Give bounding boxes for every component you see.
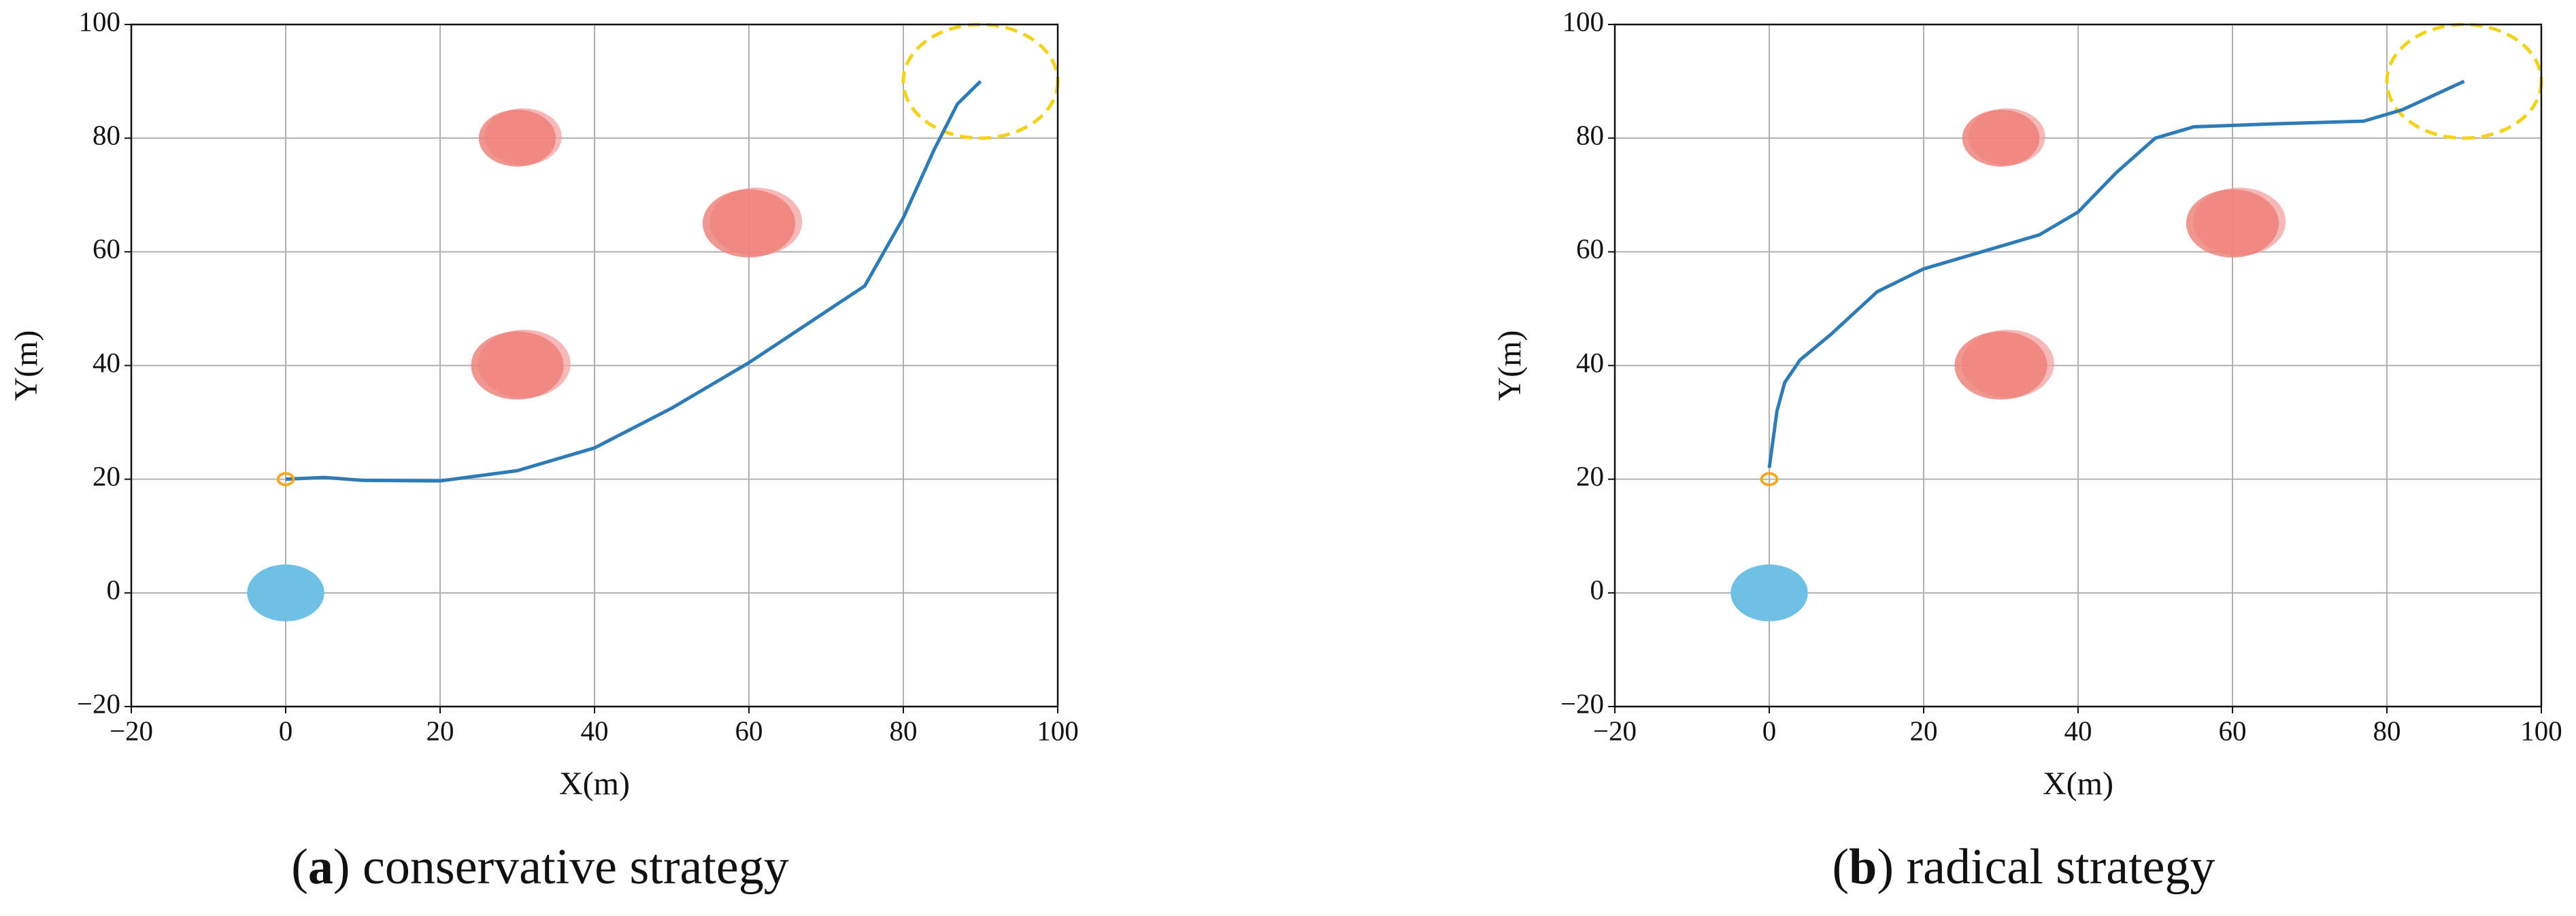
obstacle bbox=[2186, 189, 2279, 258]
y-tick-label: 0 bbox=[1590, 574, 1605, 605]
x-tick-label: −20 bbox=[1593, 715, 1637, 746]
x-tick-label: 20 bbox=[426, 715, 454, 746]
x-tick-label: 20 bbox=[1910, 715, 1938, 746]
caption: (a) conservative strategy bbox=[291, 839, 789, 895]
caption-part: a bbox=[308, 839, 333, 895]
y-tick-label: 40 bbox=[1576, 347, 1604, 378]
x-tick-label: 80 bbox=[2373, 715, 2401, 746]
chart: −20 0 20 40 60 80 100 −20 0 20 40 60 80 100 X(m) Y(m) (b… bbox=[1492, 5, 2562, 895]
chart: −20 0 20 40 60 80 100 −20 0 20 40 60 80 100 X(m) Y(m) (a… bbox=[8, 5, 1079, 895]
plot-frame bbox=[130, 23, 1059, 708]
y-tick-label: 80 bbox=[93, 120, 120, 151]
x-tick-label: 60 bbox=[2219, 715, 2247, 746]
x-tick-label: 0 bbox=[279, 715, 293, 746]
x-tick-label: 40 bbox=[581, 715, 609, 746]
base-zone bbox=[1730, 564, 1808, 622]
plot-frame bbox=[1613, 23, 2543, 708]
trajectory bbox=[285, 80, 982, 483]
y-tick-label: 40 bbox=[93, 347, 120, 378]
y-tick-label: 20 bbox=[93, 460, 120, 492]
x-axis-label: X(m) bbox=[2043, 766, 2113, 802]
y-tick-label: −20 bbox=[77, 688, 120, 719]
y-axis-label: Y(m) bbox=[8, 330, 44, 401]
caption-part: ) conservative strategy bbox=[333, 839, 789, 895]
caption-part: b bbox=[1849, 839, 1877, 895]
x-tick-label: 40 bbox=[2064, 715, 2092, 746]
y-tick-label: 0 bbox=[107, 574, 121, 605]
caption-part: ( bbox=[1833, 839, 1850, 895]
obstacle bbox=[1962, 109, 2040, 167]
y-tick-label: 60 bbox=[1576, 233, 1604, 265]
x-tick-label: −20 bbox=[110, 715, 153, 746]
y-axis-label: Y(m) bbox=[1492, 330, 1528, 401]
y-tick-label: 20 bbox=[1576, 460, 1604, 492]
y-tick-label: 100 bbox=[79, 5, 121, 37]
y-tick-label: 100 bbox=[1562, 5, 1605, 37]
x-tick-label: 60 bbox=[735, 715, 763, 746]
obstacle bbox=[702, 189, 796, 258]
obstacle bbox=[478, 109, 556, 167]
caption-part: ( bbox=[291, 839, 308, 895]
x-tick-label: 100 bbox=[1037, 715, 1079, 746]
start-point bbox=[1760, 472, 1779, 487]
y-tick-label: −20 bbox=[1560, 688, 1604, 719]
x-tick-label: 100 bbox=[2520, 715, 2562, 746]
y-tick-label: 80 bbox=[1576, 120, 1604, 151]
caption: (b) radical strategy bbox=[1833, 839, 2215, 895]
start-point bbox=[276, 472, 295, 487]
y-tick-label: 60 bbox=[93, 233, 120, 265]
caption-part: ) radical strategy bbox=[1877, 839, 2215, 895]
obstacle bbox=[1954, 331, 2047, 400]
x-axis-label: X(m) bbox=[559, 766, 630, 802]
x-tick-label: 80 bbox=[890, 715, 918, 746]
base-zone bbox=[247, 564, 324, 622]
x-tick-label: 0 bbox=[1762, 715, 1777, 746]
trajectory bbox=[1767, 80, 2465, 469]
obstacle bbox=[471, 331, 564, 400]
